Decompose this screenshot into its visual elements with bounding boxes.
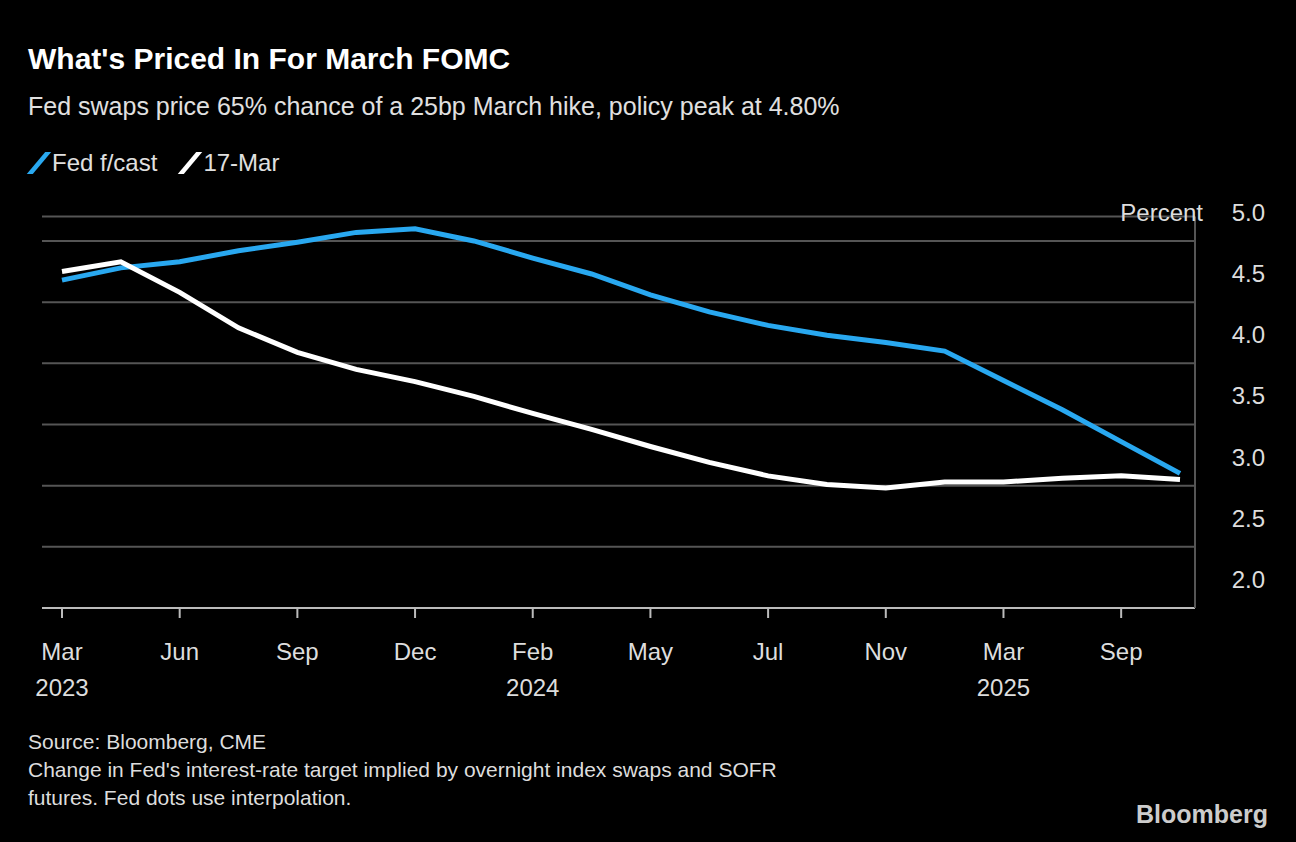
svg-text:3.5: 3.5 — [1232, 382, 1265, 409]
html-text:What's Priced In For March FOM: What's Priced In For March FOMC — [28, 42, 511, 75]
svg-text:2.0: 2.0 — [1232, 566, 1265, 593]
svg-text:2025: 2025 — [977, 674, 1030, 701]
svg-text:2024: 2024 — [506, 674, 559, 701]
svg-text:4.0: 4.0 — [1232, 321, 1265, 348]
svg-text:Sep: Sep — [276, 638, 319, 665]
svg-text:Sep: Sep — [1100, 638, 1143, 665]
svg-text:Jun: Jun — [160, 638, 199, 665]
svg-text:Dec: Dec — [394, 638, 437, 665]
svg-text:Mar: Mar — [41, 638, 82, 665]
svg-text:5.0: 5.0 — [1232, 199, 1265, 226]
svg-text:Nov: Nov — [864, 638, 907, 665]
svg-text:2023: 2023 — [35, 674, 88, 701]
svg-text:Percent: Percent — [1120, 199, 1203, 226]
html-text:Fed swaps price 65% chance of: Fed swaps price 65% chance of a 25bp Mar… — [28, 92, 840, 120]
html-text:Fed f/cast: Fed f/cast — [52, 149, 158, 176]
svg-text:4.5: 4.5 — [1232, 260, 1265, 287]
svg-text:Feb: Feb — [512, 638, 553, 665]
svg-text:3.0: 3.0 — [1232, 444, 1265, 471]
svg-text:2.5: 2.5 — [1232, 505, 1265, 532]
html-text:Change in Fed's interest-rate: Change in Fed's interest-rate target imp… — [28, 758, 777, 781]
svg-text:Mar: Mar — [983, 638, 1024, 665]
svg-text:May: May — [628, 638, 673, 665]
html-text:futures. Fed dots use interpol: futures. Fed dots use interpolation. — [28, 786, 352, 809]
svg-text:Jul: Jul — [753, 638, 784, 665]
html-text:17-Mar: 17-Mar — [203, 149, 280, 176]
html-text:Source: Bloomberg, CME: Source: Bloomberg, CME — [28, 730, 267, 753]
html-text:Bloomberg: Bloomberg — [1136, 800, 1268, 828]
